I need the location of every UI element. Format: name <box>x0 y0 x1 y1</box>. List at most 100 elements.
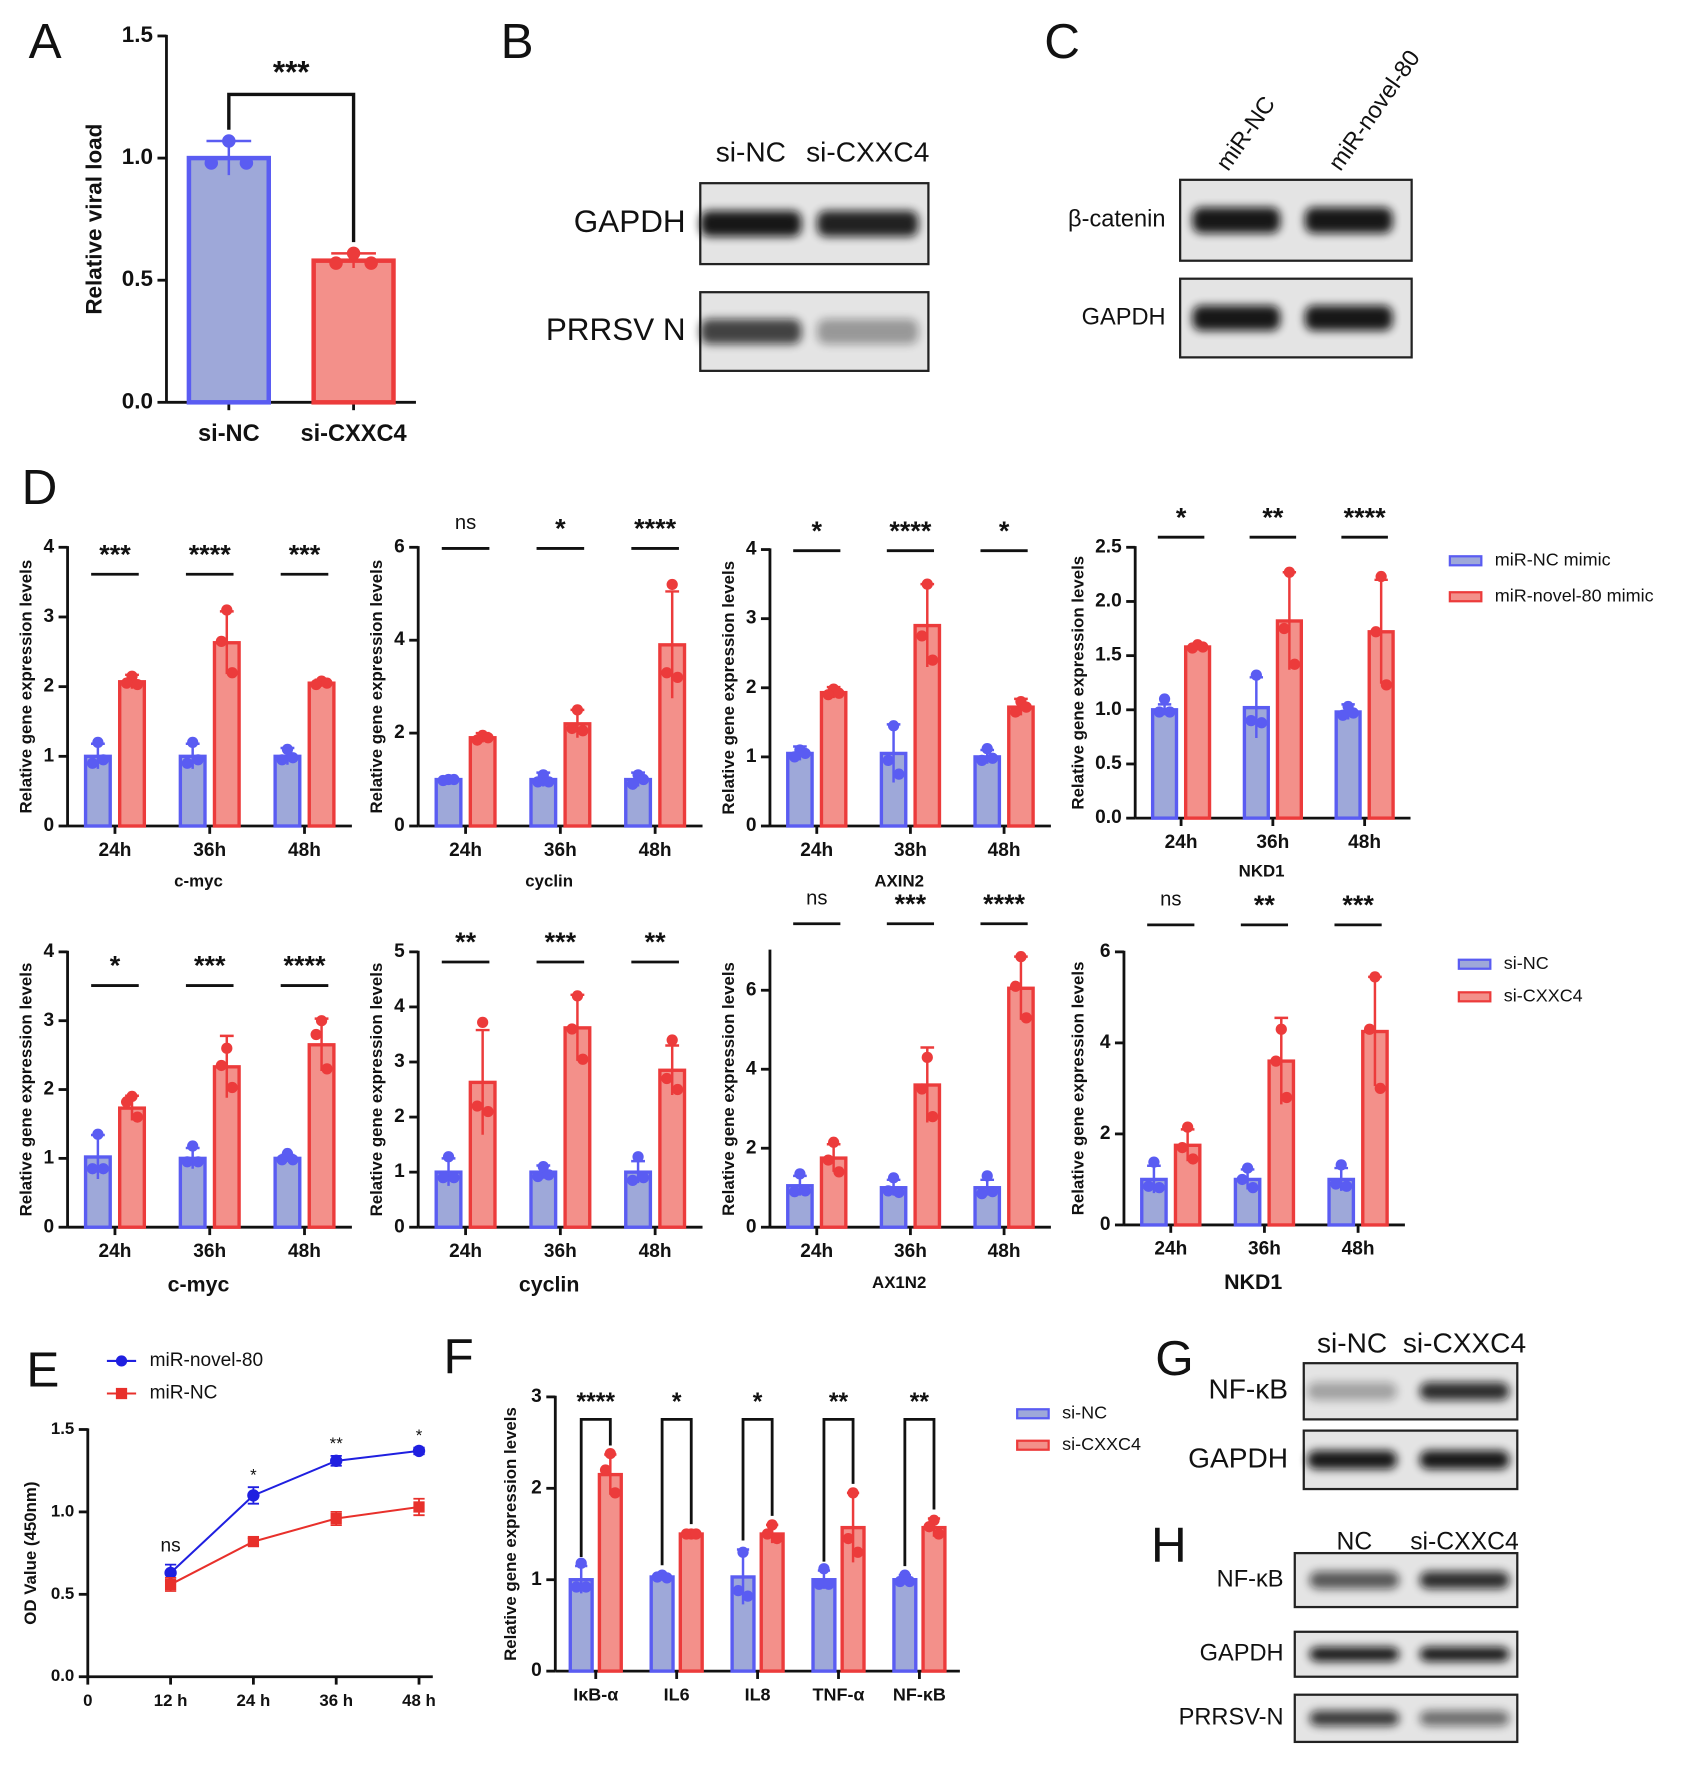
y-tick-label: 0.0 <box>122 388 153 413</box>
data-point <box>893 1186 905 1199</box>
data-point <box>131 1111 144 1123</box>
data-point <box>1186 642 1198 654</box>
data-point <box>97 1163 109 1175</box>
bar <box>311 258 396 405</box>
data-point <box>281 743 294 755</box>
data-point <box>364 256 378 270</box>
y-tick-label: 0.0 <box>1095 807 1122 828</box>
data-point <box>847 1487 859 1499</box>
significance-label: ns <box>1160 889 1181 911</box>
error-bar <box>475 1028 490 1135</box>
data-point <box>1335 1159 1347 1171</box>
data-point <box>1236 1173 1248 1186</box>
x-tick-label: 36h <box>1248 1239 1281 1260</box>
data-point <box>571 704 584 716</box>
y-tick-label: 2 <box>1100 1123 1111 1144</box>
data-point <box>737 1546 749 1558</box>
data-point <box>927 654 939 666</box>
data-point <box>239 156 254 170</box>
data-point <box>566 722 578 735</box>
lane-label: si-CXXC4 <box>1410 1529 1519 1556</box>
series-line <box>169 1449 420 1574</box>
significance-label: ns <box>806 887 827 909</box>
legend-label: si-NC <box>1504 953 1549 973</box>
y-tick-label: 3 <box>394 1051 405 1072</box>
data-point <box>247 1535 260 1548</box>
legend-swatch <box>1016 1439 1050 1451</box>
data-point <box>92 1128 104 1140</box>
x-tick-label: 24h <box>800 840 833 861</box>
y-tick-label: 4 <box>746 1058 757 1079</box>
data-point <box>329 256 343 270</box>
y-axis-label: Relative viral load <box>82 124 107 315</box>
series-line <box>170 1505 420 1586</box>
data-point <box>181 757 193 769</box>
data-point <box>887 1172 900 1184</box>
bar <box>307 681 336 828</box>
data-point <box>666 578 678 591</box>
data-point <box>1153 1182 1165 1194</box>
bar <box>434 777 463 828</box>
bar <box>597 1472 623 1673</box>
row-label: NF-κB <box>1217 1566 1284 1592</box>
panel-label: D <box>22 460 58 515</box>
x-tick-label: 36h <box>193 1241 226 1262</box>
data-point <box>637 773 650 786</box>
y-tick-label: 1.5 <box>122 22 153 47</box>
x-tick-label: 36h <box>894 1241 927 1262</box>
data-point <box>894 1575 906 1588</box>
data-point <box>1363 1023 1376 1035</box>
data-point <box>442 1151 455 1163</box>
panel-label: C <box>1044 14 1080 69</box>
bar <box>186 155 272 405</box>
significance-label: **** <box>189 539 231 569</box>
y-tick-label: 1 <box>394 1161 405 1182</box>
data-point <box>822 689 834 701</box>
data-point <box>226 667 238 679</box>
x-tick-label: 48h <box>288 840 321 861</box>
y-tick-label: 4 <box>394 629 405 650</box>
row-label: GAPDH <box>1082 304 1166 330</box>
data-point <box>1347 707 1359 719</box>
blot-band <box>700 318 802 345</box>
y-tick-label: 1.0 <box>51 1501 74 1520</box>
y-tick-label: 0 <box>531 1660 542 1681</box>
y-axis-label: Relative gene expression levels <box>1068 962 1087 1216</box>
legend-label: miR-novel-80 mimic <box>1495 585 1654 605</box>
y-axis-label: Relative gene expression levels <box>719 561 738 815</box>
y-tick-label: 4 <box>43 941 54 962</box>
blot-band <box>1307 1382 1398 1401</box>
data-point <box>981 742 993 755</box>
bar <box>649 1575 675 1673</box>
data-point <box>482 1105 494 1118</box>
blot-band <box>1309 1647 1400 1662</box>
data-point <box>1250 669 1262 681</box>
row-label: GAPDH <box>1188 1442 1288 1473</box>
y-tick-label: 3 <box>531 1386 542 1407</box>
x-tick-label: 24 h <box>237 1691 271 1710</box>
y-tick-label: 2.0 <box>1095 591 1122 612</box>
x-tick-label: 48h <box>639 840 672 861</box>
row-label: GAPDH <box>574 204 686 239</box>
data-point <box>882 754 894 766</box>
significance-label: * <box>999 516 1010 546</box>
data-point <box>566 1023 578 1035</box>
x-tick-label: 24h <box>1154 1239 1187 1260</box>
x-tick-label: 0 <box>83 1691 92 1710</box>
significance-label: *** <box>545 927 577 957</box>
data-point <box>448 1172 460 1184</box>
x-tick-label: 12 h <box>154 1691 188 1710</box>
data-point <box>1187 1153 1199 1165</box>
y-tick-label: 2 <box>531 1477 542 1498</box>
significance-label: **** <box>577 1389 616 1416</box>
legend-label: miR-novel-80 <box>150 1350 264 1371</box>
data-point <box>577 725 589 737</box>
y-tick-label: 0 <box>394 1216 405 1237</box>
y-tick-label: 0 <box>746 815 757 836</box>
data-point <box>1148 1156 1160 1168</box>
data-point <box>1015 951 1027 963</box>
significance-bracket <box>741 1417 774 1541</box>
bar <box>563 722 592 828</box>
data-point <box>794 1168 806 1180</box>
data-point <box>852 1546 864 1558</box>
